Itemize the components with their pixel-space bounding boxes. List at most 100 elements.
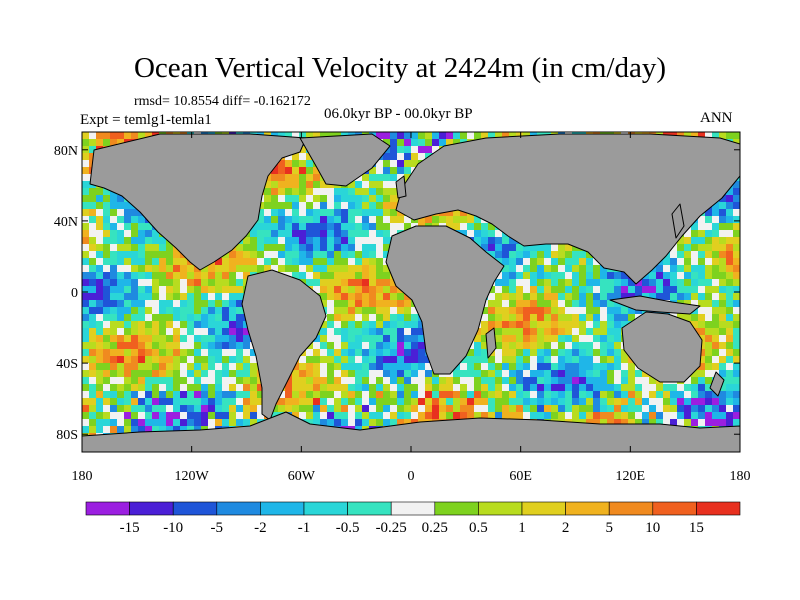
- field-cell: [222, 307, 229, 314]
- field-cell: [159, 349, 166, 356]
- field-cell: [173, 391, 180, 398]
- field-cell: [229, 335, 236, 342]
- field-cell: [355, 181, 362, 188]
- field-cell: [201, 293, 208, 300]
- field-cell: [341, 405, 348, 412]
- field-cell: [635, 419, 642, 426]
- field-cell: [194, 307, 201, 314]
- field-cell: [523, 244, 530, 251]
- field-cell: [271, 230, 278, 237]
- field-cell: [418, 146, 425, 153]
- field-cell: [271, 258, 278, 265]
- field-cell: [159, 307, 166, 314]
- field-cell: [89, 370, 96, 377]
- colorbar-swatch: [434, 501, 479, 516]
- field-cell: [348, 272, 355, 279]
- field-cell: [299, 153, 306, 160]
- field-cell: [691, 412, 698, 419]
- field-cell: [173, 349, 180, 356]
- field-cell: [201, 419, 208, 426]
- field-cell: [383, 307, 390, 314]
- field-cell: [719, 419, 726, 426]
- field-cell: [138, 356, 145, 363]
- field-cell: [684, 237, 691, 244]
- field-cell: [243, 384, 250, 391]
- field-cell: [313, 356, 320, 363]
- field-cell: [579, 412, 586, 419]
- field-cell: [348, 370, 355, 377]
- field-cell: [306, 370, 313, 377]
- field-cell: [502, 356, 509, 363]
- field-cell: [96, 272, 103, 279]
- field-cell: [166, 419, 173, 426]
- field-cell: [152, 370, 159, 377]
- field-cell: [481, 384, 488, 391]
- field-cell: [194, 293, 201, 300]
- field-cell: [621, 412, 628, 419]
- field-cell: [138, 237, 145, 244]
- field-cell: [565, 412, 572, 419]
- field-cell: [145, 132, 152, 139]
- field-cell: [320, 391, 327, 398]
- field-cell: [516, 363, 523, 370]
- field-cell: [341, 265, 348, 272]
- field-cell: [712, 251, 719, 258]
- field-cell: [152, 258, 159, 265]
- field-cell: [390, 132, 397, 139]
- field-cell: [117, 405, 124, 412]
- field-cell: [236, 314, 243, 321]
- field-cell: [460, 230, 467, 237]
- field-cell: [495, 237, 502, 244]
- field-cell: [341, 370, 348, 377]
- field-cell: [292, 223, 299, 230]
- field-cell: [208, 314, 215, 321]
- field-cell: [145, 384, 152, 391]
- field-cell: [89, 335, 96, 342]
- field-cell: [110, 328, 117, 335]
- field-cell: [110, 405, 117, 412]
- field-cell: [236, 258, 243, 265]
- field-cell: [229, 286, 236, 293]
- field-cell: [474, 230, 481, 237]
- field-cell: [82, 419, 89, 426]
- field-cell: [607, 363, 614, 370]
- field-cell: [173, 377, 180, 384]
- field-cell: [306, 391, 313, 398]
- field-cell: [306, 356, 313, 363]
- field-cell: [698, 377, 705, 384]
- field-cell: [103, 286, 110, 293]
- field-cell: [110, 223, 117, 230]
- field-cell: [642, 377, 649, 384]
- field-cell: [628, 391, 635, 398]
- field-cell: [586, 286, 593, 293]
- field-cell: [712, 202, 719, 209]
- field-cell: [117, 286, 124, 293]
- field-cell: [89, 342, 96, 349]
- field-cell: [691, 279, 698, 286]
- field-cell: [334, 419, 341, 426]
- field-cell: [565, 391, 572, 398]
- field-cell: [544, 244, 551, 251]
- field-cell: [502, 307, 509, 314]
- field-cell: [684, 230, 691, 237]
- field-cell: [369, 167, 376, 174]
- field-cell: [600, 412, 607, 419]
- field-cell: [82, 328, 89, 335]
- field-cell: [166, 272, 173, 279]
- field-cell: [614, 342, 621, 349]
- field-cell: [537, 335, 544, 342]
- field-cell: [565, 300, 572, 307]
- field-cell: [411, 307, 418, 314]
- field-cell: [712, 216, 719, 223]
- field-cell: [117, 363, 124, 370]
- field-cell: [481, 391, 488, 398]
- field-cell: [96, 223, 103, 230]
- field-cell: [173, 342, 180, 349]
- field-cell: [187, 349, 194, 356]
- field-cell: [649, 293, 656, 300]
- field-cell: [719, 244, 726, 251]
- field-cell: [488, 314, 495, 321]
- field-cell: [544, 328, 551, 335]
- field-cell: [649, 272, 656, 279]
- field-cell: [726, 258, 733, 265]
